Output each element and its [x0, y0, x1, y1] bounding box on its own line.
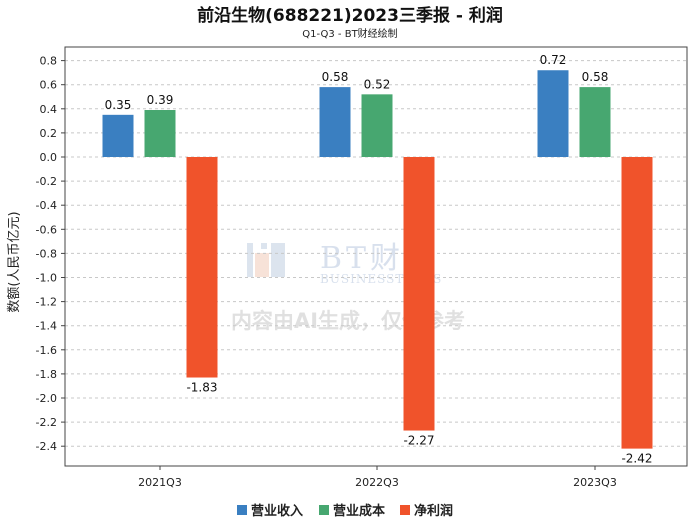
legend-swatch [237, 505, 247, 515]
y-tick-label: -2.4 [36, 440, 57, 453]
bar [621, 157, 653, 449]
bar [102, 114, 134, 157]
bar [144, 110, 176, 157]
legend-label: 营业收入 [251, 503, 303, 519]
y-tick-label: -2.2 [36, 416, 57, 429]
data-label: 0.39 [147, 93, 174, 107]
y-tick-label: -2.0 [36, 392, 57, 405]
data-label: 0.35 [105, 98, 132, 112]
x-tick-label: 2022Q3 [355, 476, 399, 489]
x-tick-label: 2023Q3 [573, 476, 617, 489]
y-tick-label: -1.8 [36, 368, 57, 381]
data-label: 0.72 [540, 53, 567, 67]
bar [319, 87, 351, 157]
y-tick-label: -0.2 [36, 175, 57, 188]
bar [579, 87, 611, 157]
legend-swatch [400, 505, 410, 515]
legend-swatch [319, 505, 329, 515]
legend: 营业收入 营业成本 净利润 [237, 503, 453, 519]
y-tick-label: -0.4 [36, 199, 57, 212]
y-axis-label: 数额(人民币亿元) [7, 211, 22, 312]
y-tick-label: -0.8 [36, 247, 57, 260]
plot-frame [64, 46, 688, 467]
data-label: 0.58 [582, 70, 609, 84]
y-tick-label: -1.6 [36, 344, 57, 357]
y-tick-label: -0.6 [36, 223, 57, 236]
y-tick-label: 0.2 [40, 127, 58, 140]
bars: 0.35 0.39 -1.83 0.58 0.52 -2.27 0.72 0.58 -2.42 [102, 53, 653, 466]
x-tick-label: 2021Q3 [138, 476, 182, 489]
y-tick-label: 0.6 [40, 79, 58, 92]
y-tick-label: 0.8 [40, 55, 58, 68]
bar [403, 157, 435, 431]
axes: 0.8 0.6 0.4 0.2 0.0 -0.2 -0.4 -0.6 -0.8 -1.0 -1.2 -… [36, 46, 688, 489]
watermark-logo-icon [247, 243, 285, 277]
chart-subtitle: Q1-Q3 - BT财经绘制 [302, 27, 397, 40]
legend-label: 净利润 [414, 503, 453, 519]
y-tick-label: -1.4 [36, 320, 57, 333]
bar [361, 94, 393, 157]
chart-title: 前沿生物(688221)2023三季报 - 利润 [197, 5, 503, 26]
data-label: -2.27 [403, 434, 434, 448]
y-tick-label: -1.2 [36, 296, 57, 309]
legend-label: 营业成本 [333, 503, 385, 519]
bar [186, 157, 218, 378]
y-tick-label: -1.0 [36, 272, 57, 285]
data-label: -1.83 [186, 381, 217, 395]
y-tick-label: 0.4 [40, 103, 58, 116]
data-label: 0.52 [364, 77, 391, 91]
y-tick-label: 0.0 [40, 151, 58, 164]
bar [537, 70, 569, 157]
data-label: 0.58 [322, 70, 349, 84]
data-label: -2.42 [621, 452, 652, 466]
